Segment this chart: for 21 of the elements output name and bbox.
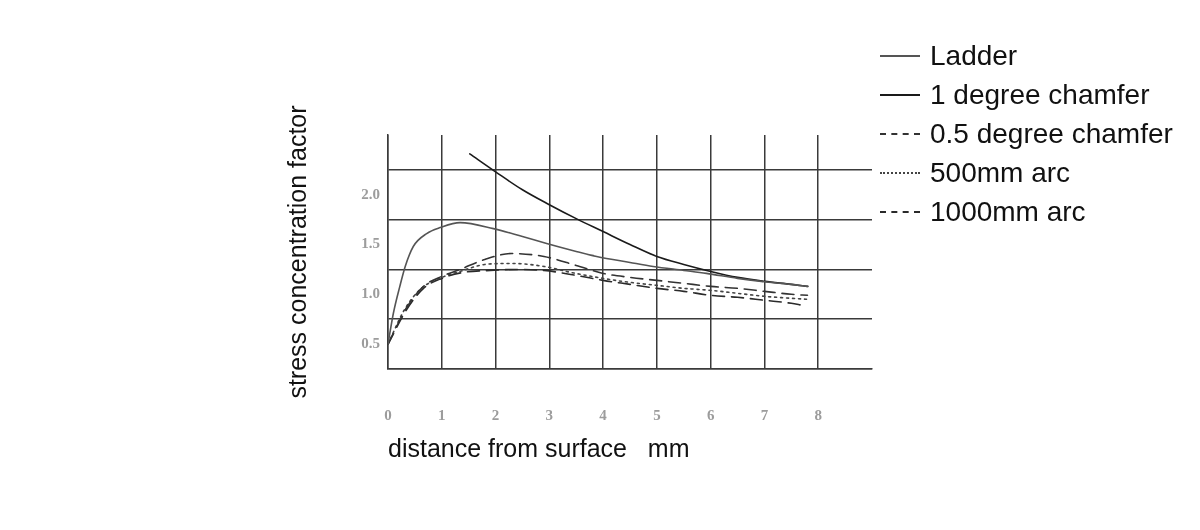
x-tick-label: 0 [384, 406, 392, 423]
x-tick-label: 7 [760, 406, 769, 423]
y-tick-label: 1.0 [361, 285, 380, 302]
legend-label: 0.5 degree chamfer [930, 117, 1173, 150]
y-tick-label: 1.5 [361, 235, 380, 252]
x-axis-title: distance from surface mm [388, 433, 690, 462]
x-tick-label: 1 [438, 406, 446, 423]
x-tick-label: 5 [653, 406, 661, 423]
y-tick-label: 2.0 [361, 185, 380, 202]
y-tick-label: 0.5 [361, 334, 380, 351]
legend-label: Ladder [930, 39, 1018, 72]
x-tick-label: 2 [491, 406, 500, 423]
x-tick-label: 8 [814, 406, 822, 423]
y-axis-title: stress concentration factor [282, 105, 311, 399]
line-series [388, 221, 809, 345]
legend-label: 500mm arc [930, 156, 1071, 189]
legend-label: 1 degree chamfer [930, 78, 1150, 111]
legend-label: 1000mm arc [930, 195, 1086, 228]
x-tick-label: 3 [545, 406, 554, 423]
x-tick-label: 4 [599, 406, 608, 423]
x-tick-label: 6 [706, 406, 715, 423]
